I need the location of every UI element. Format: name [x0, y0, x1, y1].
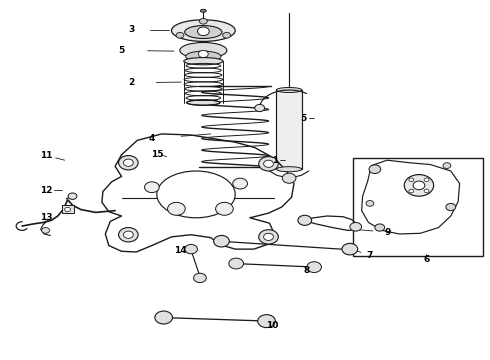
Circle shape	[123, 159, 133, 166]
Circle shape	[168, 202, 185, 215]
Circle shape	[258, 315, 275, 328]
Ellipse shape	[187, 100, 220, 105]
Circle shape	[443, 163, 451, 168]
Circle shape	[123, 231, 133, 238]
Circle shape	[145, 182, 159, 193]
Circle shape	[255, 104, 265, 112]
Circle shape	[259, 230, 278, 244]
Circle shape	[413, 181, 425, 190]
Text: 5: 5	[301, 113, 307, 122]
Text: 14: 14	[174, 246, 187, 255]
Circle shape	[375, 224, 385, 231]
Circle shape	[119, 156, 138, 170]
Circle shape	[42, 228, 49, 233]
Circle shape	[404, 175, 434, 196]
Bar	[276, 90, 302, 169]
Bar	[353, 158, 483, 256]
Circle shape	[259, 157, 278, 171]
Circle shape	[369, 165, 381, 174]
Circle shape	[155, 311, 172, 324]
Circle shape	[366, 201, 374, 206]
Bar	[62, 205, 74, 213]
Text: 9: 9	[385, 228, 392, 237]
Circle shape	[233, 178, 247, 189]
Circle shape	[424, 189, 429, 193]
Text: 5: 5	[119, 46, 124, 55]
Circle shape	[216, 202, 233, 215]
Circle shape	[65, 207, 71, 212]
Circle shape	[197, 27, 209, 36]
Circle shape	[176, 32, 184, 38]
Ellipse shape	[200, 9, 206, 12]
Circle shape	[446, 203, 456, 211]
Circle shape	[282, 173, 296, 183]
Circle shape	[307, 262, 321, 273]
Ellipse shape	[172, 20, 235, 41]
Ellipse shape	[157, 171, 235, 218]
Text: 4: 4	[148, 134, 155, 143]
Circle shape	[350, 222, 362, 231]
Circle shape	[409, 178, 414, 181]
Ellipse shape	[276, 87, 302, 93]
Circle shape	[424, 178, 429, 181]
Circle shape	[198, 50, 208, 58]
Circle shape	[229, 258, 244, 269]
Ellipse shape	[180, 42, 227, 58]
Circle shape	[214, 235, 229, 247]
Text: 1: 1	[272, 156, 278, 165]
Circle shape	[342, 243, 358, 255]
Circle shape	[264, 233, 273, 240]
Circle shape	[264, 160, 273, 167]
Ellipse shape	[186, 51, 221, 62]
Ellipse shape	[276, 167, 302, 172]
Text: 7: 7	[367, 251, 373, 260]
Text: 8: 8	[303, 266, 309, 275]
Text: 10: 10	[266, 321, 278, 330]
Text: 12: 12	[40, 186, 53, 194]
Circle shape	[194, 273, 206, 283]
Text: 2: 2	[128, 78, 134, 87]
Ellipse shape	[185, 26, 222, 39]
Text: 3: 3	[128, 25, 134, 34]
Circle shape	[68, 193, 77, 199]
Circle shape	[298, 215, 312, 225]
Text: 6: 6	[423, 256, 429, 264]
Circle shape	[185, 244, 197, 254]
Text: 11: 11	[40, 151, 53, 160]
Circle shape	[223, 32, 231, 38]
Circle shape	[409, 189, 414, 193]
Text: 13: 13	[40, 213, 53, 222]
Ellipse shape	[184, 58, 223, 65]
Text: 15: 15	[151, 150, 164, 158]
Circle shape	[199, 18, 207, 24]
Circle shape	[119, 228, 138, 242]
